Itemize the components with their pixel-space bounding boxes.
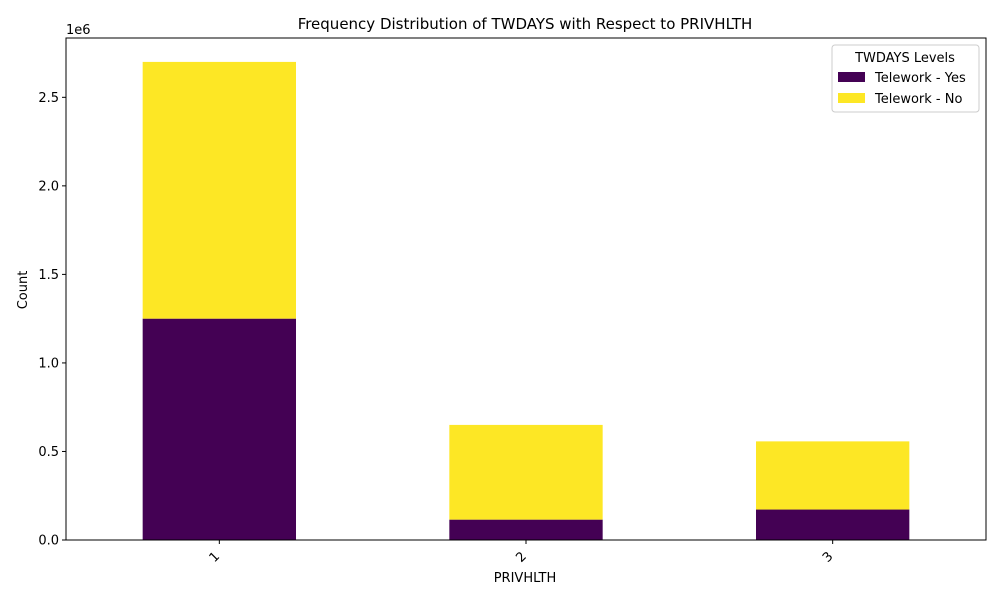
x-axis-title: PRIVHLTH [494,571,557,586]
y-tick-label: 2.0 [38,179,59,194]
chart-title: Frequency Distribution of TWDAYS with Re… [298,15,753,33]
legend-label-telework-no: Telework - No [874,92,962,107]
legend-frame [831,44,980,113]
bar-telework-yes-2 [449,519,603,540]
plot-frame [65,37,987,541]
bar-telework-yes-3 [756,509,910,540]
y-axis-title: Count [16,271,31,310]
bar-telework-no-2 [449,424,603,520]
bars-group [142,61,910,540]
legend-swatch-telework-yes [838,72,865,82]
legend-label-telework-yes: Telework - Yes [874,71,966,86]
bar-telework-no-3 [756,441,910,510]
legend-swatch-telework-no [838,93,865,103]
legend: TWDAYS Levels Telework - Yes Telework - N… [831,44,980,113]
y-scale-label: 1e6 [66,23,91,38]
y-tick-label: 0.0 [38,534,59,549]
bar-telework-yes-1 [142,318,296,540]
y-tick-label: 1.5 [38,268,59,283]
y-tick-label: 0.5 [38,445,59,460]
y-tick-label: 1.0 [38,356,59,371]
legend-title: TWDAYS Levels [854,51,955,66]
bar-telework-no-1 [142,61,296,319]
y-tick-label: 2.5 [38,91,59,106]
y-ticks-group: 0.0 0.5 1.0 1.5 2.0 2.5 [38,91,66,549]
